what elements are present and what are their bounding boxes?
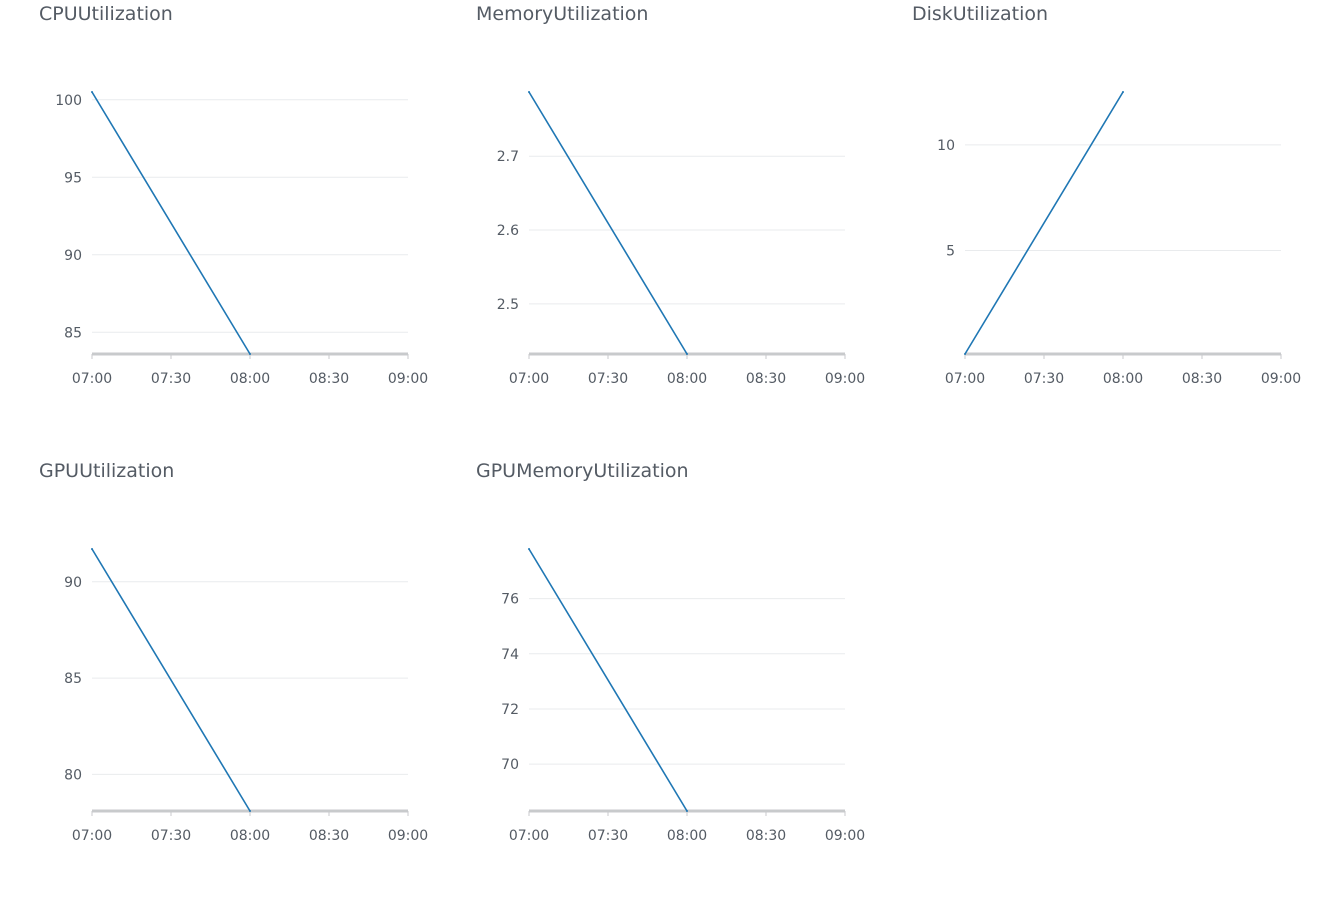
- chart-panel-cpu-utilization: CPUUtilization 85 90 95 100 07:00 07:30 08:00 0…: [0, 0, 437, 440]
- x-tick-label: 07:00: [509, 828, 549, 844]
- y-tick-label: 80: [64, 767, 82, 783]
- y-tick-label: 100: [55, 93, 82, 109]
- x-tick-label: 09:00: [825, 828, 865, 844]
- chart-plot: 5 10 07:00 07:30 08:00 08:30 09:00: [937, 91, 1301, 387]
- x-tick-label: 08:30: [746, 371, 786, 387]
- chart-panel-gpu-utilization: GPUUtilization 80 85 90 07:00 07:30 08:00 08:3…: [0, 457, 437, 897]
- y-tick-label: 85: [64, 671, 82, 687]
- x-tick-label: 09:00: [825, 371, 865, 387]
- data-point: [686, 353, 688, 355]
- y-tick-label: 90: [64, 575, 82, 591]
- y-tick-label: 95: [64, 170, 82, 186]
- data-point: [686, 810, 688, 812]
- series-line: [964, 91, 1124, 355]
- data-point: [964, 353, 966, 355]
- y-tick-label: 10: [937, 138, 955, 154]
- chart-plot: 85 90 95 100 07:00 07:30 08:00 08:30 09:00: [55, 91, 428, 387]
- data-point: [528, 548, 530, 550]
- chart-panel-gpu-memory-utilization: GPUMemoryUtilization 70 72 74 76 07:00 07:30 0…: [437, 457, 874, 897]
- x-tick-label: 08:00: [230, 371, 270, 387]
- y-tick-label: 5: [946, 243, 955, 259]
- x-tick-label: 09:00: [388, 371, 428, 387]
- x-tick-label: 08:30: [1182, 371, 1222, 387]
- x-tick-label: 08:00: [667, 371, 707, 387]
- chart-plot: 70 72 74 76 07:00 07:30 08:00 08:30 09:00: [501, 548, 865, 844]
- chart-title: GPUUtilization: [39, 460, 175, 482]
- x-tick-label: 07:00: [945, 371, 985, 387]
- chart-plot: 2.5 2.6 2.7 07:00 07:30 08:00 08:30 09:00: [497, 91, 865, 387]
- x-tick-label: 08:30: [309, 828, 349, 844]
- x-tick-label: 07:30: [151, 371, 191, 387]
- x-tick-label: 07:00: [509, 371, 549, 387]
- x-tick-label: 08:30: [746, 828, 786, 844]
- x-tick-label: 07:30: [1024, 371, 1064, 387]
- chart-title: MemoryUtilization: [476, 3, 649, 25]
- data-point: [249, 353, 251, 355]
- x-tick-label: 08:30: [309, 371, 349, 387]
- series-line: [528, 91, 688, 355]
- x-tick-label: 09:00: [388, 828, 428, 844]
- y-tick-label: 70: [501, 757, 519, 773]
- chart-plot: 80 85 90 07:00 07:30 08:00 08:30 09:00: [64, 548, 428, 844]
- chart-panel-disk-utilization: DiskUtilization 5 10 07:00 07:30 08:00 08:30 0…: [873, 0, 1310, 440]
- chart-title: CPUUtilization: [39, 3, 173, 25]
- y-tick-label: 2.7: [497, 149, 519, 165]
- data-point: [249, 810, 251, 812]
- x-tick-label: 07:30: [588, 828, 628, 844]
- y-tick-label: 74: [501, 647, 519, 663]
- series-line: [528, 548, 688, 812]
- series-line: [91, 91, 251, 355]
- y-tick-label: 85: [64, 325, 82, 341]
- chart-title: GPUMemoryUtilization: [476, 460, 689, 482]
- y-tick-label: 2.6: [497, 223, 519, 239]
- x-tick-label: 07:30: [588, 371, 628, 387]
- data-point: [528, 91, 530, 93]
- y-tick-label: 2.5: [497, 297, 519, 313]
- x-tick-label: 09:00: [1261, 371, 1301, 387]
- data-point: [91, 548, 93, 550]
- data-point: [91, 91, 93, 93]
- y-tick-label: 90: [64, 248, 82, 264]
- series-line: [91, 548, 251, 812]
- x-tick-label: 07:30: [151, 828, 191, 844]
- x-tick-label: 08:00: [667, 828, 707, 844]
- data-point: [1122, 91, 1124, 93]
- chart-panel-memory-utilization: MemoryUtilization 2.5 2.6 2.7 07:00 07:30 08:…: [437, 0, 874, 440]
- x-tick-label: 08:00: [1103, 371, 1143, 387]
- chart-title: DiskUtilization: [912, 3, 1049, 25]
- y-tick-label: 72: [501, 702, 519, 718]
- x-tick-label: 08:00: [230, 828, 270, 844]
- x-tick-label: 07:00: [72, 828, 112, 844]
- x-tick-label: 07:00: [72, 371, 112, 387]
- y-tick-label: 76: [501, 592, 519, 608]
